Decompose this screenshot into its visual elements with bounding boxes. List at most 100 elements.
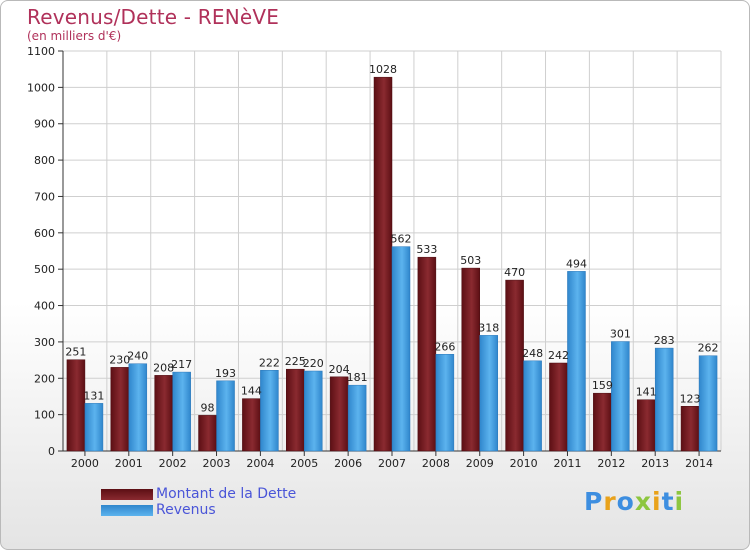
- y-tick-label: 800: [34, 154, 55, 167]
- y-tick-label: 700: [34, 190, 55, 203]
- chart-subtitle: (en milliers d'€): [27, 29, 122, 43]
- x-tick-label: 2002: [159, 457, 187, 470]
- logo-letter: r: [603, 487, 617, 516]
- bar-revenus: [260, 370, 279, 452]
- x-tick-label: 2011: [553, 457, 581, 470]
- data-label-revenus: 217: [171, 358, 192, 371]
- data-label-dette: 533: [416, 243, 437, 256]
- bar-dette: [549, 362, 568, 452]
- x-tick-label: 2008: [422, 457, 450, 470]
- data-label-dette: 98: [201, 401, 215, 414]
- data-label-revenus: 318: [478, 321, 499, 334]
- data-label-dette: 123: [680, 392, 701, 405]
- data-label-revenus: 562: [391, 233, 412, 246]
- x-tick-label: 2013: [641, 457, 669, 470]
- bar-dette: [110, 367, 130, 452]
- x-tick-label: 2007: [378, 457, 406, 470]
- logo-letter: x: [634, 487, 652, 516]
- x-tick-label: 2000: [71, 457, 99, 470]
- data-label-revenus: 266: [434, 340, 455, 353]
- bar-dette: [154, 375, 173, 452]
- x-tick-label: 2004: [246, 457, 274, 470]
- proxiti-logo: Proxiti: [584, 487, 684, 516]
- logo-letter: i: [652, 487, 662, 516]
- x-tick-label: 2006: [334, 457, 362, 470]
- y-tick-label: 100: [34, 409, 55, 422]
- data-label-dette: 1028: [369, 63, 397, 76]
- x-tick-label: 2014: [685, 457, 713, 470]
- data-label-revenus: 301: [610, 328, 631, 341]
- bar-dette: [680, 406, 700, 452]
- logo-letter: o: [616, 487, 635, 516]
- data-label-revenus: 283: [654, 334, 675, 347]
- x-tick-label: 2001: [115, 457, 143, 470]
- bar-revenus: [435, 354, 455, 452]
- bar-revenus: [347, 384, 367, 452]
- data-label-dette: 230: [109, 353, 130, 366]
- data-label-dette: 503: [460, 254, 481, 267]
- bar-dette: [593, 392, 612, 452]
- y-tick-label: 400: [34, 300, 55, 313]
- data-label-dette: 159: [592, 379, 613, 392]
- bar-revenus: [391, 246, 411, 452]
- y-tick-label: 1000: [27, 81, 55, 94]
- y-tick-label: 500: [34, 263, 55, 276]
- legend-label-revenus: Revenus: [156, 502, 216, 518]
- data-label-revenus: 220: [303, 357, 324, 370]
- logo-letter: i: [674, 487, 685, 516]
- data-label-revenus: 262: [698, 342, 719, 355]
- y-tick-label: 0: [48, 445, 55, 458]
- chart-title: Revenus/Dette - RENèVE: [27, 5, 280, 29]
- data-label-dette: 144: [241, 385, 262, 398]
- bar-revenus: [654, 347, 674, 452]
- y-tick-label: 1100: [27, 45, 55, 58]
- data-label-revenus: 222: [259, 356, 280, 369]
- y-tick-label: 300: [34, 336, 55, 349]
- data-label-dette: 470: [504, 266, 525, 279]
- y-tick-label: 600: [34, 227, 55, 240]
- bar-dette: [505, 279, 524, 452]
- data-label-revenus: 240: [127, 350, 148, 363]
- x-tick-label: 2009: [466, 457, 494, 470]
- bar-revenus: [611, 341, 630, 452]
- data-label-dette: 225: [285, 355, 306, 368]
- logo-letter: t: [661, 487, 675, 516]
- bar-dette: [198, 415, 217, 452]
- bar-revenus: [567, 271, 586, 452]
- data-label-dette: 251: [65, 346, 86, 359]
- logo-letter: P: [584, 487, 604, 516]
- bar-dette: [373, 76, 393, 452]
- data-label-revenus: 248: [522, 347, 543, 360]
- bar-revenus: [304, 370, 323, 452]
- data-label-revenus: 181: [347, 371, 368, 384]
- bar-revenus: [479, 335, 498, 452]
- legend-label-debt: Montant de la Dette: [156, 486, 297, 502]
- bar-dette: [417, 256, 437, 452]
- data-label-revenus: 494: [566, 257, 587, 270]
- data-label-revenus: 193: [215, 367, 236, 380]
- bar-dette: [286, 368, 305, 452]
- data-label-dette: 208: [153, 361, 174, 374]
- bar-dette: [66, 359, 86, 452]
- bar-revenus: [523, 360, 542, 452]
- data-label-dette: 204: [329, 363, 350, 376]
- y-tick-label: 200: [34, 372, 55, 385]
- data-label-dette: 242: [548, 349, 569, 362]
- x-tick-label: 2010: [510, 457, 538, 470]
- legend-swatch-debt: [101, 489, 153, 500]
- bar-dette: [636, 399, 656, 452]
- x-tick-label: 2012: [597, 457, 625, 470]
- bar-revenus: [698, 355, 718, 452]
- bar-dette: [461, 267, 480, 452]
- bar-revenus: [172, 371, 191, 452]
- legend-swatch-revenus: [101, 505, 153, 516]
- x-tick-label: 2003: [203, 457, 231, 470]
- bar-dette: [242, 398, 261, 452]
- bar-revenus: [128, 363, 148, 452]
- bar-revenus: [84, 403, 104, 452]
- bar-dette: [329, 376, 349, 452]
- data-label-dette: 141: [636, 386, 657, 399]
- bar-revenus: [216, 380, 235, 452]
